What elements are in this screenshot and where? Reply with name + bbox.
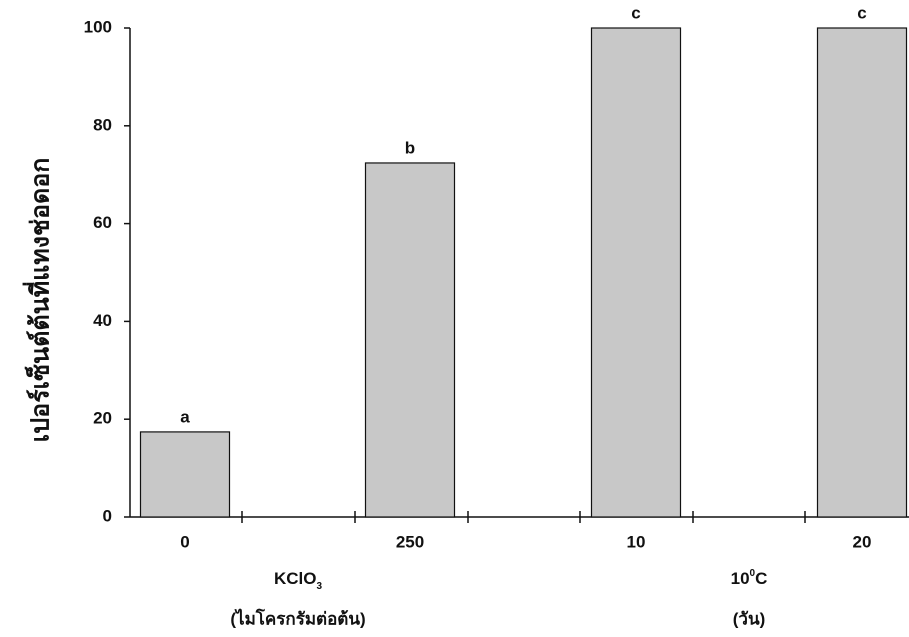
chart: เปอร์เซ็นต์ต้นที่แทงช่อดอก KClO3 (ไมโครก… — [0, 0, 909, 637]
group-unit: (วัน) — [733, 609, 766, 628]
x-tick-label: 250 — [396, 532, 424, 551]
y-tick-label: 100 — [84, 17, 112, 36]
group-label-text: KClO — [274, 569, 317, 588]
bar — [141, 432, 230, 517]
y-axis-title: เปอร์เซ็นต์ต้นที่แทงช่อดอก — [23, 158, 55, 443]
y-tick-label: 20 — [93, 409, 112, 428]
group-label: 100C — [731, 568, 768, 589]
x-tick-label: 20 — [853, 532, 872, 551]
value-label: c — [631, 3, 640, 22]
group-label-text: C — [755, 569, 767, 588]
group-unit: (ไมโครกรัมต่อต้น) — [230, 608, 365, 628]
x-tick-label: 0 — [180, 532, 189, 551]
group-label-text: 10 — [731, 569, 750, 588]
y-tick-label: 80 — [93, 115, 112, 134]
group-label-sub: 3 — [316, 581, 322, 592]
y-tick-label: 0 — [103, 506, 112, 525]
value-label: b — [405, 138, 415, 157]
bar — [366, 163, 455, 517]
bar — [592, 28, 681, 517]
bar — [818, 28, 907, 517]
group-label: KClO3 — [274, 569, 323, 591]
x-tick-label: 10 — [627, 532, 646, 551]
value-label: a — [180, 407, 190, 426]
y-tick-label: 40 — [93, 311, 112, 330]
y-tick-label: 60 — [93, 213, 112, 232]
value-label: c — [857, 3, 866, 22]
